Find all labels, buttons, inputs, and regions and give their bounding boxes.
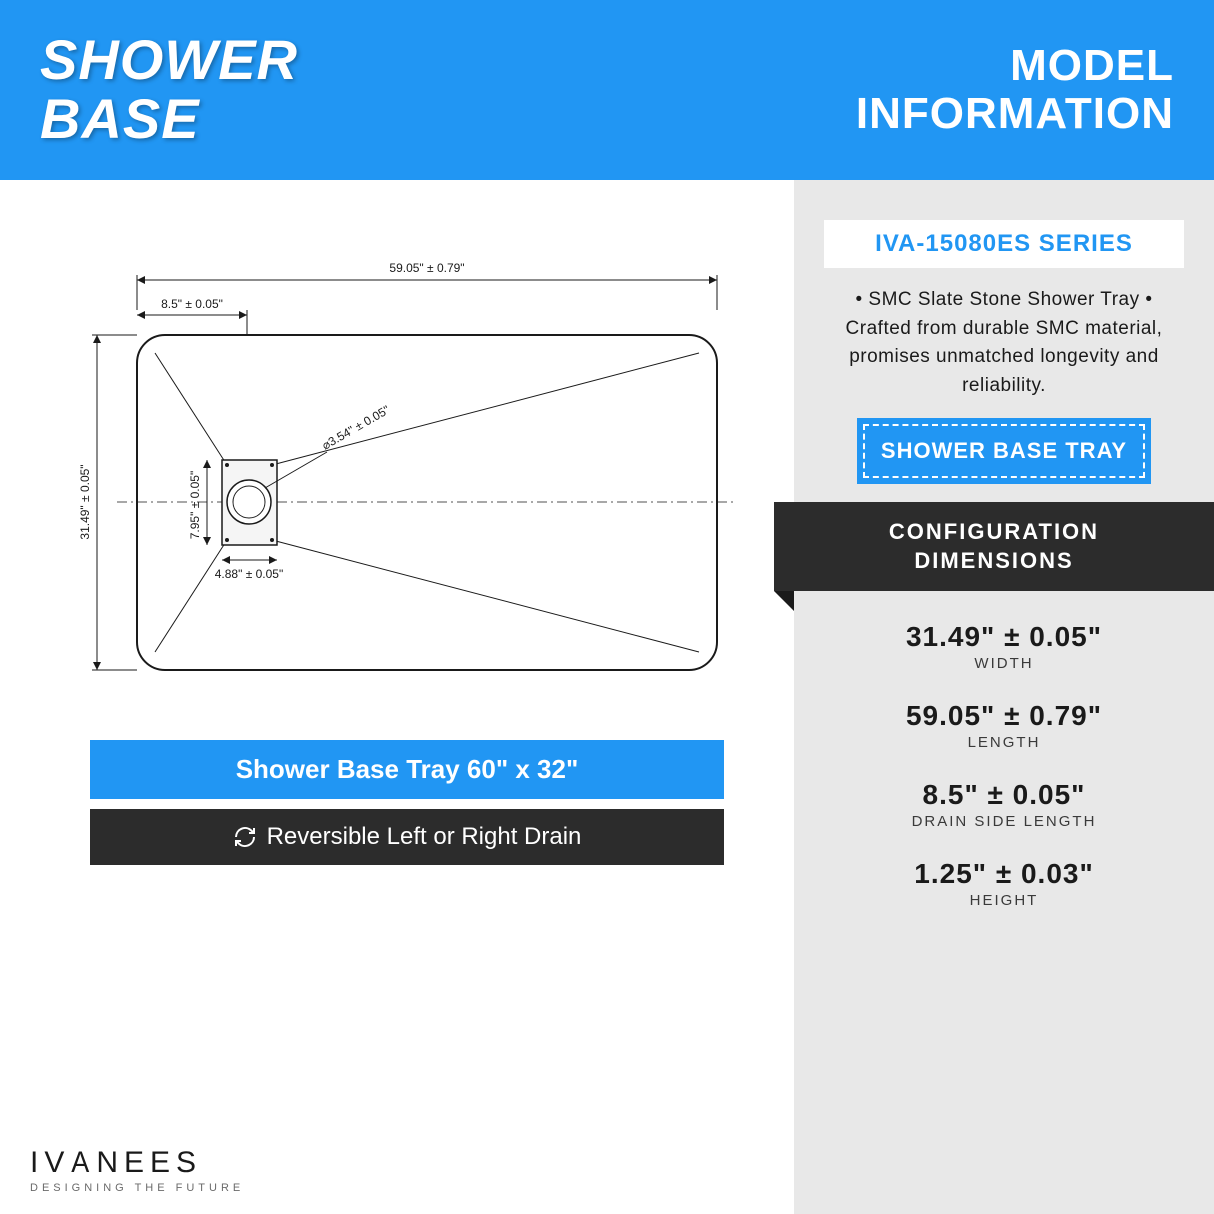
- dim-value: 8.5" ± 0.05": [824, 779, 1184, 811]
- brand-tagline: DESIGNING THE FUTURE: [30, 1182, 244, 1194]
- dimension-length: 59.05" ± 0.79" LENGTH: [824, 700, 1184, 751]
- config-line-1: CONFIGURATION: [794, 518, 1194, 547]
- reversible-badge: Reversible Left or Right Drain: [90, 809, 724, 865]
- dim-label: DRAIN SIDE LENGTH: [824, 813, 1184, 830]
- dim-label: LENGTH: [824, 734, 1184, 751]
- dim-value: 59.05" ± 0.79": [824, 700, 1184, 732]
- dim-value: 31.49" ± 0.05": [824, 621, 1184, 653]
- dim-drain-height: 7.95" ± 0.05": [188, 471, 202, 539]
- title-line-1: SHOWER: [40, 31, 298, 90]
- dimension-height: 1.25" ± 0.03" HEIGHT: [824, 858, 1184, 909]
- dim-label: WIDTH: [824, 655, 1184, 672]
- product-title: SHOWER BASE: [40, 31, 298, 149]
- config-line-2: DIMENSIONS: [794, 547, 1194, 576]
- main-content: 59.05" ± 0.79" 8.5" ± 0.05" 31.49" ± 0.0…: [0, 180, 1214, 1214]
- dim-drain-width: 4.88" ± 0.05": [215, 567, 283, 581]
- dim-top: 59.05" ± 0.79": [389, 261, 464, 275]
- dim-value: 1.25" ± 0.03": [824, 858, 1184, 890]
- product-description: • SMC Slate Stone Shower Tray • Crafted …: [824, 286, 1184, 400]
- dim-inner-top: 8.5" ± 0.05": [161, 297, 223, 311]
- config-dimensions-header: CONFIGURATION DIMENSIONS: [774, 502, 1214, 591]
- model-info-heading: MODEL INFORMATION: [856, 42, 1174, 139]
- header-bar: SHOWER BASE MODEL INFORMATION: [0, 0, 1214, 180]
- title-line-2: BASE: [40, 90, 298, 149]
- size-badge: Shower Base Tray 60" x 32": [90, 740, 724, 799]
- tray-type-badge: SHOWER BASE TRAY: [863, 424, 1145, 478]
- diagram-panel: 59.05" ± 0.79" 8.5" ± 0.05" 31.49" ± 0.0…: [0, 180, 794, 1214]
- technical-drawing: 59.05" ± 0.79" 8.5" ± 0.05" 31.49" ± 0.0…: [30, 240, 764, 720]
- dimension-drain-side: 8.5" ± 0.05" DRAIN SIDE LENGTH: [824, 779, 1184, 830]
- info-panel: IVA-15080ES SERIES • SMC Slate Stone Sho…: [794, 180, 1214, 1214]
- series-badge: IVA-15080ES SERIES: [824, 220, 1184, 268]
- dim-label: HEIGHT: [824, 892, 1184, 909]
- reverse-icon: [233, 825, 257, 849]
- brand-block: IVANEES DESIGNING THE FUTURE: [30, 1146, 244, 1194]
- shower-base-diagram: 59.05" ± 0.79" 8.5" ± 0.05" 31.49" ± 0.0…: [30, 240, 764, 720]
- subtitle-line-2: INFORMATION: [856, 90, 1174, 138]
- reversible-text: Reversible Left or Right Drain: [267, 823, 582, 851]
- dimension-width: 31.49" ± 0.05" WIDTH: [824, 621, 1184, 672]
- dim-left: 31.49" ± 0.05": [78, 464, 92, 539]
- subtitle-line-1: MODEL: [856, 42, 1174, 90]
- brand-name: IVANEES: [30, 1146, 244, 1180]
